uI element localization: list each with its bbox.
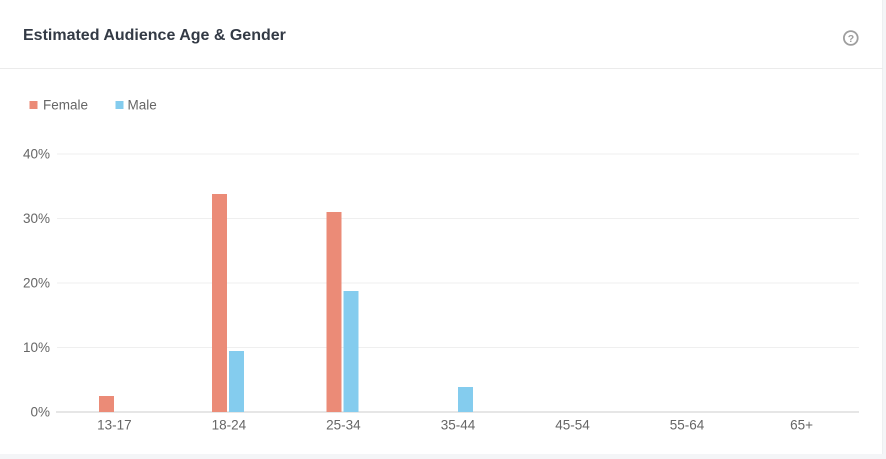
svg-text:Male: Male — [128, 98, 157, 113]
svg-text:25-34: 25-34 — [326, 418, 361, 433]
svg-text:65+: 65+ — [790, 418, 813, 433]
svg-text:45-54: 45-54 — [555, 418, 590, 433]
svg-text:?: ? — [848, 33, 854, 45]
svg-text:30%: 30% — [23, 211, 50, 226]
svg-text:10%: 10% — [23, 340, 50, 355]
svg-text:13-17: 13-17 — [97, 418, 132, 433]
svg-text:40%: 40% — [23, 147, 50, 162]
svg-text:Female: Female — [43, 98, 88, 113]
svg-text:18-24: 18-24 — [212, 418, 247, 433]
svg-text:20%: 20% — [23, 276, 50, 291]
svg-text:0%: 0% — [30, 405, 50, 420]
svg-text:55-64: 55-64 — [670, 418, 705, 433]
svg-text:35-44: 35-44 — [441, 418, 476, 433]
